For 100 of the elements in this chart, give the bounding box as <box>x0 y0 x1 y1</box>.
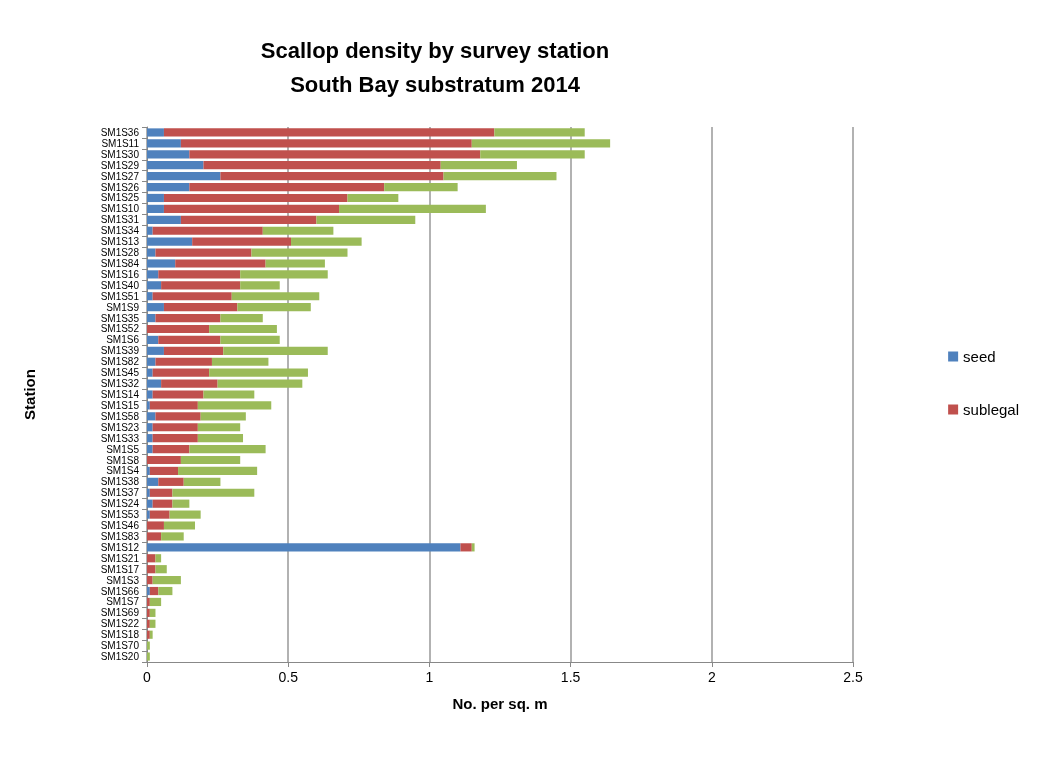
bar <box>155 248 252 257</box>
bar <box>147 554 156 563</box>
bar <box>237 303 311 312</box>
bar <box>180 215 317 224</box>
y-tick-label: SM1S35 <box>100 312 140 324</box>
bar <box>147 215 181 224</box>
bar <box>347 193 399 203</box>
y-tick-label: SM1S27 <box>100 170 140 182</box>
y-tick-label: SM1S5 <box>106 443 140 455</box>
bar <box>147 204 164 213</box>
bar <box>220 172 444 181</box>
bar <box>147 357 156 366</box>
bar <box>147 128 164 137</box>
bar <box>163 521 196 530</box>
y-tick-label: SM1S70 <box>100 640 140 652</box>
bar <box>152 434 198 443</box>
x-tick-label: 1 <box>425 669 434 685</box>
bar <box>149 466 179 476</box>
y-tick-label: SM1S33 <box>100 432 140 444</box>
y-tick-label: SM1S32 <box>100 378 140 390</box>
bar <box>471 543 475 552</box>
bar <box>147 510 150 519</box>
bar <box>155 313 221 323</box>
y-tick-label: SM1S7 <box>106 596 140 608</box>
chart-title: Scallop density by survey station South Bay substratum 2014 <box>260 37 610 97</box>
bar <box>149 401 198 410</box>
y-tick-label: SM1S38 <box>100 476 140 488</box>
y-tick-label: SM1S26 <box>100 181 140 193</box>
bar <box>197 434 244 443</box>
y-tick-label: SM1S53 <box>100 509 140 521</box>
bar <box>147 608 150 617</box>
bar <box>147 466 150 476</box>
bar <box>152 368 210 377</box>
bar <box>460 543 472 552</box>
bar <box>147 324 210 334</box>
y-tick-label: SM1S11 <box>101 137 140 149</box>
y-tick-label: SM1S21 <box>100 552 140 564</box>
bar <box>480 150 585 159</box>
legend-label: seed <box>963 348 996 365</box>
bar <box>161 281 241 290</box>
bar <box>152 226 263 235</box>
y-tick-label: SM1S52 <box>100 323 140 335</box>
bar <box>147 641 150 650</box>
bar <box>149 586 159 596</box>
y-tick-label: SM1S10 <box>100 203 140 215</box>
bar <box>494 128 585 137</box>
bar <box>443 172 557 181</box>
y-tick-label: SM1S51 <box>100 290 140 302</box>
bar <box>240 270 328 279</box>
y-tick-label: SM1S22 <box>100 618 140 630</box>
bar <box>180 455 241 465</box>
y-axis-title: Station <box>21 369 38 420</box>
bar <box>384 182 458 192</box>
bar <box>147 150 190 159</box>
bar <box>265 259 325 268</box>
bar <box>211 357 269 366</box>
bar <box>172 499 190 508</box>
x-tick-label: 1.5 <box>560 669 581 685</box>
bar <box>147 270 159 279</box>
y-tick-label: SM1S46 <box>100 520 140 532</box>
bar <box>155 554 162 563</box>
bar <box>192 237 292 246</box>
y-tick-label: SM1S23 <box>100 421 140 433</box>
bar <box>147 652 150 661</box>
bar <box>189 150 481 159</box>
bar <box>147 532 162 541</box>
x-tick-label: 2 <box>707 669 716 685</box>
bar <box>152 292 232 301</box>
bar <box>440 161 517 170</box>
bar <box>147 390 153 399</box>
x-tick-label: 2.5 <box>843 669 863 685</box>
bar <box>147 193 164 203</box>
bar <box>147 226 153 235</box>
bar <box>158 335 221 344</box>
bar <box>189 182 385 192</box>
bar <box>209 324 277 334</box>
bar <box>147 292 153 301</box>
y-tick-label: SM1S37 <box>100 487 140 499</box>
bar <box>172 488 255 497</box>
bar <box>158 477 184 486</box>
y-tick-label: SM1S66 <box>100 585 140 597</box>
bar <box>147 543 461 552</box>
bar <box>155 565 167 574</box>
bar <box>223 346 328 355</box>
bar <box>155 412 201 421</box>
y-tick-label: SM1S6 <box>106 334 140 346</box>
bar <box>316 215 416 224</box>
y-tick-label: SM1S25 <box>100 192 140 204</box>
y-tick-label: SM1S34 <box>100 225 140 237</box>
bar <box>147 499 153 508</box>
bar <box>147 335 159 344</box>
bar <box>147 248 156 257</box>
bar <box>209 368 308 377</box>
bar <box>149 488 173 497</box>
bar <box>147 565 156 574</box>
bar <box>152 390 204 399</box>
y-tick-label: SM1S15 <box>100 399 140 411</box>
bar <box>147 281 162 290</box>
bar <box>240 281 280 290</box>
y-tick-label: SM1S58 <box>100 410 140 422</box>
